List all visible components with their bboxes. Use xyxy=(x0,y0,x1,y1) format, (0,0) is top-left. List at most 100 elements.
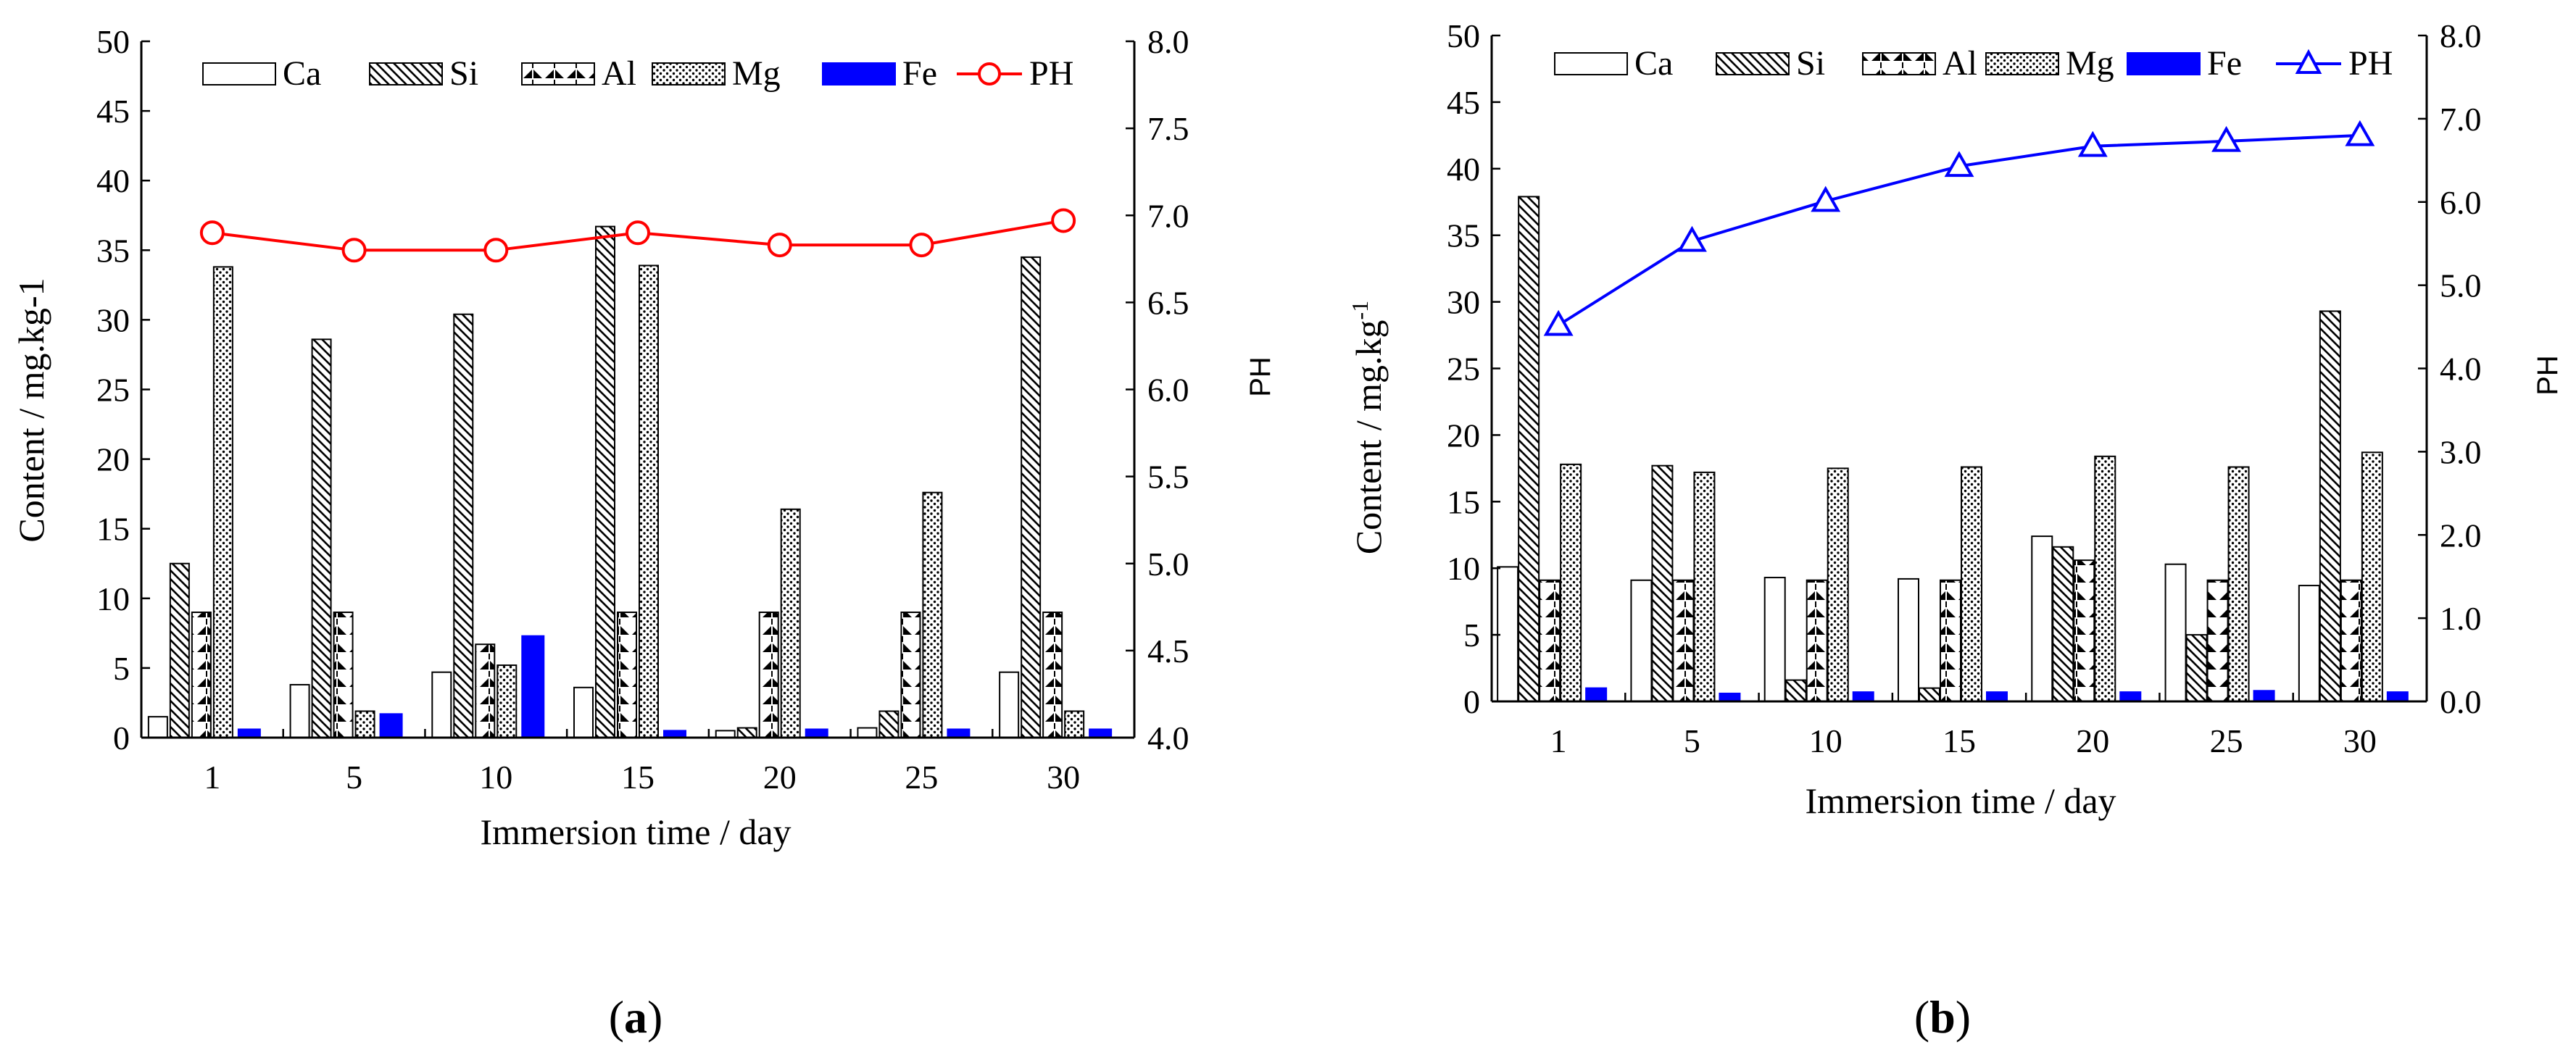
panel-b-y2-tick-label: 2.0 xyxy=(2440,517,2482,554)
panel-a-ph-line xyxy=(199,208,1076,263)
panel-b-legend-swatch-si xyxy=(1716,52,1790,75)
panel-a-ph-point-5 xyxy=(341,238,367,263)
panel-a-bar-al-25 xyxy=(900,612,921,739)
panel-b-bars xyxy=(1497,196,2409,703)
panel-a-legend: Ca Si Al Mg Fe PH xyxy=(202,54,1073,93)
panel-b-y2-tick-label: 0.0 xyxy=(2440,683,2482,720)
panel-b-bar-mg-15 xyxy=(1961,466,1982,703)
panel-b-legend-label-ph: PH xyxy=(2348,44,2393,83)
panel-a-bar-si-25 xyxy=(878,710,899,738)
panel-b-label-suffix: ) xyxy=(1956,991,1971,1043)
panel-a-axes xyxy=(140,41,1136,739)
panel-a-bar-si-10 xyxy=(453,313,474,739)
panel-b-bar-fe-1 xyxy=(1585,687,1608,702)
panel-a-bar-mg-5 xyxy=(354,710,375,738)
panel-a-bar-ca-1 xyxy=(147,716,168,738)
panel-b-bar-si-10 xyxy=(1784,679,1807,702)
panel-a-legend-swatch-fe xyxy=(822,62,896,86)
panel-a-legend-label-mg: Mg xyxy=(732,54,781,93)
panel-a-bar-mg-30 xyxy=(1064,710,1085,738)
panel-a-label-prefix: ( xyxy=(609,991,624,1043)
panel-a-legend-label-ca: Ca xyxy=(283,54,321,93)
panel-b-ph-point-1 xyxy=(1543,309,1574,336)
panel-a-x-tick-label: 10 xyxy=(479,759,512,796)
panel-a-y-tick-label: 25 xyxy=(96,372,130,409)
panel-b-bar-ca-15 xyxy=(1898,577,1919,702)
panel-b-y-tick-label: 40 xyxy=(1447,151,1480,188)
panel-b-y2-tick-label: 4.0 xyxy=(2440,351,2482,388)
panel-b-y2-axis-label: PH xyxy=(2532,355,2564,396)
panel-a-legend-swatch-al xyxy=(521,62,595,86)
panel-b-label-prefix: ( xyxy=(1914,991,1929,1043)
panel-b-y-tick-label: 5 xyxy=(1463,617,1480,654)
panel-b-ph-point-30 xyxy=(2345,120,2375,146)
panel-b-legend-swatch-al xyxy=(1862,52,1936,75)
panel-b-y2-tick-label: 5.0 xyxy=(2440,267,2482,304)
panel-b-y2-tick-label: 3.0 xyxy=(2440,433,2482,470)
panel-b-bar-mg-5 xyxy=(1693,471,1716,702)
panel-b-x-tick-label: 5 xyxy=(1684,722,1700,759)
panel-a-ph-point-15 xyxy=(626,220,650,246)
panel-a-bar-al-15 xyxy=(617,612,637,739)
panel-b-bar-si-5 xyxy=(1651,464,1674,702)
panel-a-legend-label-al: Al xyxy=(602,54,636,93)
panel-b-y2-tick-label: 7.0 xyxy=(2440,101,2482,138)
panel-a-y-axis-label: Content / mg.kg-1 xyxy=(11,278,51,542)
panel-a-bar-mg-15 xyxy=(639,264,659,738)
panel-b-ph-point-15 xyxy=(1944,151,1974,178)
panel-b-ph-point-5 xyxy=(1677,225,1707,252)
panel-a-label-suffix: ) xyxy=(647,991,662,1043)
panel-b-ph-line xyxy=(1543,120,2375,336)
panel-b-x-tick-labels: 1 5 10 15 20 25 30 xyxy=(1550,693,2377,759)
panel-b-bar-al-10 xyxy=(1806,579,1828,702)
panel-a-bar-al-20 xyxy=(758,612,779,739)
panel-b-bar-ca-10 xyxy=(1763,577,1786,702)
panel-a-y-tick-label: 5 xyxy=(113,650,130,687)
panel-b-bar-si-20 xyxy=(2052,546,2074,702)
panel-b-bar-si-25 xyxy=(2185,634,2208,702)
panel-a-bar-mg-10 xyxy=(496,664,518,739)
panel-a-bar-si-15 xyxy=(595,225,615,739)
panel-a-ph-point-25 xyxy=(909,233,934,258)
panel-a-bar-mg-1 xyxy=(212,266,233,738)
panel-a-y-tick-label: 10 xyxy=(96,580,130,617)
panel-b-bar-mg-20 xyxy=(2094,455,2116,702)
panel-b-bar-al-25 xyxy=(2206,579,2229,702)
panel-b-bar-mg-1 xyxy=(1560,463,1582,702)
panel-a-y-tick-label: 35 xyxy=(96,232,130,269)
panel-b-bar-al-30 xyxy=(2340,579,2362,702)
panel-a-label: (a) xyxy=(609,991,663,1043)
panel-a-y2-tick-label: 5.5 xyxy=(1147,459,1189,496)
panel-b-legend-marker-ph xyxy=(2295,49,2322,74)
panel-a-ph-point-20 xyxy=(767,233,792,258)
panel-a-bar-mg-20 xyxy=(780,508,801,738)
panel-a-x-tick-labels: 1 5 10 15 20 25 30 xyxy=(204,729,1080,796)
panel-b-bar-fe-10 xyxy=(1852,691,1874,702)
panel-a-y-tick-label: 15 xyxy=(96,511,130,548)
panel-a-y2-tick-label: 5.0 xyxy=(1147,546,1189,583)
panel-a-ph-point-1 xyxy=(199,220,225,246)
panel-a-bars xyxy=(147,225,1113,739)
panel-a-label-letter: a xyxy=(624,991,647,1043)
panel-a-bar-al-30 xyxy=(1042,612,1063,739)
panel-a-bar-ca-25 xyxy=(857,727,878,739)
panel-a-x-tick-label: 15 xyxy=(621,759,655,796)
panel-b-y-tick-label: 15 xyxy=(1447,483,1480,520)
panel-a-y2-tick-label: 6.5 xyxy=(1147,284,1189,321)
panel-b-bar-fe-30 xyxy=(2386,691,2409,702)
panel-b-y-tick-label: 0 xyxy=(1463,683,1480,720)
panel-a-y2-tick-label: 6.0 xyxy=(1147,372,1189,409)
panel-b-y-axis-label-main: Content / mg.kg xyxy=(1348,320,1389,555)
panel-a-bar-ca-10 xyxy=(431,671,452,739)
panel-a-legend-swatch-si xyxy=(369,62,443,86)
panel-a-bar-al-5 xyxy=(333,612,354,739)
panel-b-bar-ca-30 xyxy=(2298,585,2320,702)
panel-b-y-tick-label: 10 xyxy=(1447,550,1480,587)
panel-a-y-tick-label: 50 xyxy=(96,23,130,60)
panel-a-y-tick-label: 40 xyxy=(96,162,130,199)
panel-b-x-tick-label: 15 xyxy=(1943,722,1976,759)
panel-a-y-tick-label: 0 xyxy=(113,720,130,756)
panel-b-ph-point-10 xyxy=(1811,185,1841,212)
